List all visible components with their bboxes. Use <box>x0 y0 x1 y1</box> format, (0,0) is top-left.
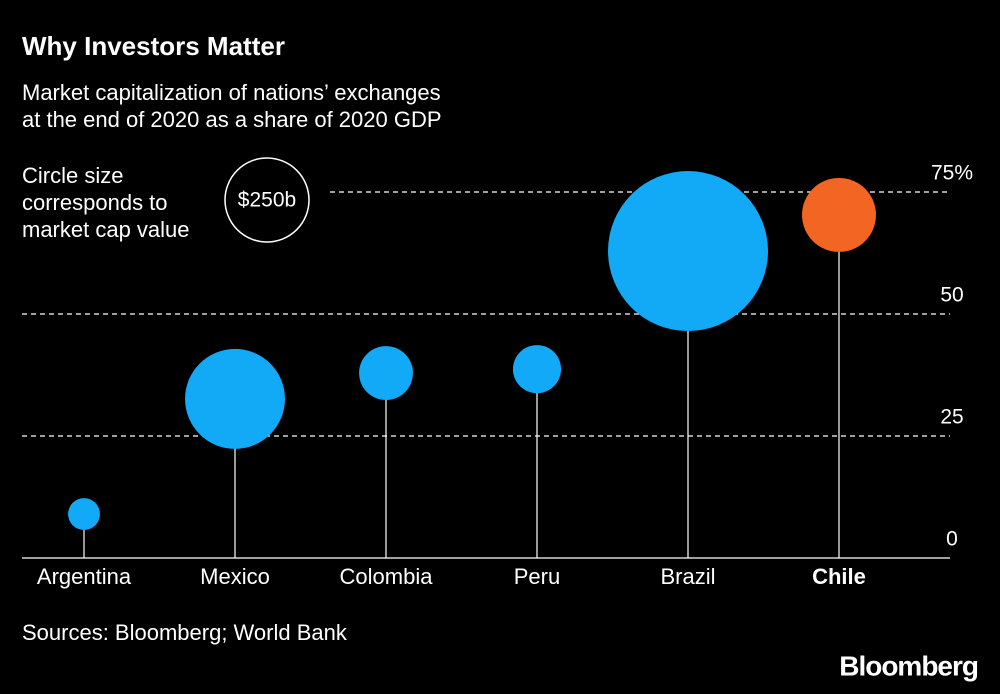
bubble <box>512 345 562 394</box>
chart-title: Why Investors Matter <box>22 31 285 61</box>
size-note: corresponds to <box>22 190 168 215</box>
x-tick-label: Colombia <box>340 564 434 589</box>
subtitle: Market capitalization of nations’ exchan… <box>22 80 441 105</box>
bubble <box>802 177 876 252</box>
brand: Bloomberg <box>839 650 978 681</box>
x-tick-label: Chile <box>812 564 866 589</box>
x-tick-label: Peru <box>514 564 560 589</box>
x-tick-label: Argentina <box>37 564 132 589</box>
size-legend-circle <box>224 157 310 243</box>
subtitle: at the end of 2020 as a share of 2020 GD… <box>22 107 442 132</box>
source: Sources: Bloomberg; World Bank <box>22 620 348 645</box>
bubble <box>359 346 413 401</box>
y-tick-label: 75% <box>931 162 973 185</box>
y-tick-label: 50 <box>940 284 963 307</box>
y-tick-label: 25 <box>940 406 963 429</box>
x-tick-label: Mexico <box>200 564 270 589</box>
bubble <box>68 498 100 531</box>
bubble <box>185 348 285 449</box>
size-note: market cap value <box>22 217 190 242</box>
bubble <box>608 171 768 332</box>
size-legend-label: $250b <box>238 189 296 212</box>
size-note: Circle size <box>22 163 123 188</box>
x-tick-label: Brazil <box>660 564 715 589</box>
y-tick-label: 0 <box>946 528 958 551</box>
